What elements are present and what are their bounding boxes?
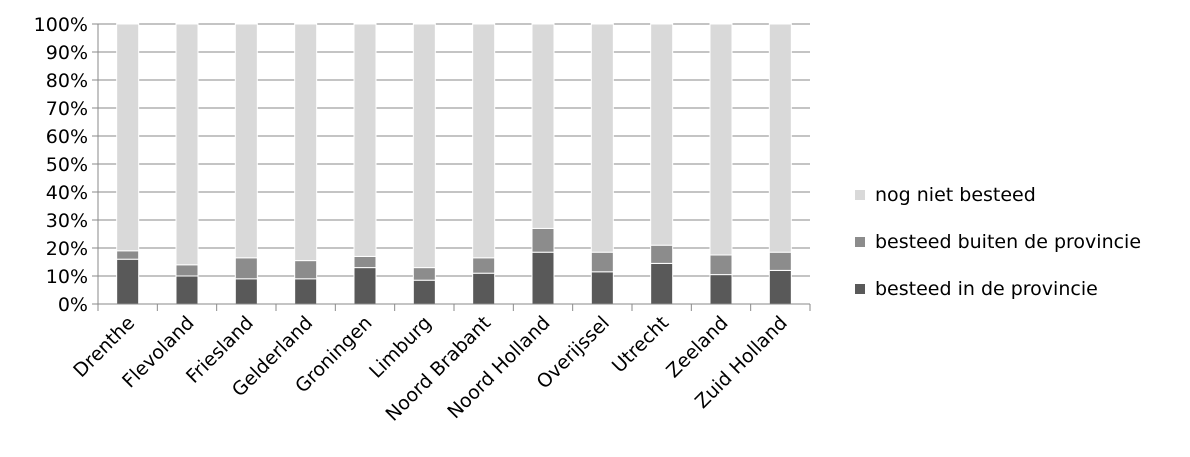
y-tick-label: 0% bbox=[58, 294, 88, 316]
bar-segment bbox=[769, 24, 791, 252]
bar-segment bbox=[710, 255, 732, 275]
legend-swatch bbox=[855, 237, 865, 247]
bar-segment bbox=[117, 251, 139, 259]
category-labels: DrentheFlevolandFrieslandGelderlandGroni… bbox=[69, 312, 792, 426]
x-category-label: Noord Brabant bbox=[382, 312, 496, 426]
gridlines bbox=[98, 24, 810, 276]
bar-segment bbox=[532, 252, 554, 304]
bar-segment bbox=[651, 24, 673, 245]
bar-segment bbox=[176, 265, 198, 276]
bar-segment bbox=[710, 275, 732, 304]
bar-segment bbox=[413, 280, 435, 304]
y-tick-label: 90% bbox=[46, 42, 88, 64]
bar-segment bbox=[473, 273, 495, 304]
y-tick-label: 30% bbox=[46, 210, 88, 232]
bar-segment bbox=[176, 276, 198, 304]
bar-segment bbox=[176, 24, 198, 265]
y-tick-label: 50% bbox=[46, 154, 88, 176]
bar-segment bbox=[235, 24, 257, 258]
bar-segment bbox=[769, 252, 791, 270]
y-tick-label: 60% bbox=[46, 126, 88, 148]
bar-segment bbox=[532, 228, 554, 252]
legend-swatch bbox=[855, 284, 865, 294]
y-tick-label: 80% bbox=[46, 70, 88, 92]
y-tick-label: 70% bbox=[46, 98, 88, 120]
bar-segment bbox=[354, 24, 376, 256]
bar-segment bbox=[591, 272, 613, 304]
bar-segment bbox=[710, 24, 732, 255]
legend: nog niet besteed besteed buiten de provin… bbox=[855, 184, 1141, 300]
bar-segment bbox=[591, 24, 613, 252]
bar-segment bbox=[117, 24, 139, 251]
bar-segment bbox=[769, 270, 791, 304]
bar-segment bbox=[591, 252, 613, 272]
bar-segment bbox=[235, 279, 257, 304]
y-tick-label: 100% bbox=[34, 14, 88, 36]
bar-segment bbox=[295, 279, 317, 304]
bar-segment bbox=[473, 24, 495, 258]
bar-segment bbox=[651, 245, 673, 263]
bar-segment bbox=[413, 268, 435, 281]
bar-segment bbox=[295, 261, 317, 279]
y-tick-label: 40% bbox=[46, 182, 88, 204]
bar-segment bbox=[413, 24, 435, 268]
bar-segment bbox=[354, 256, 376, 267]
legend-swatch bbox=[855, 190, 865, 200]
legend-label: besteed in de provincie bbox=[875, 278, 1098, 300]
legend-label: nog niet besteed bbox=[875, 184, 1036, 206]
axes bbox=[92, 24, 810, 311]
y-tick-label: 20% bbox=[46, 238, 88, 260]
bar-segment bbox=[532, 24, 554, 228]
bar-segment bbox=[354, 268, 376, 304]
y-tick-labels: 0% 10% 20% 30% 40% 50% 60% 70% 80% 90% 100% bbox=[34, 14, 88, 316]
bar-segment bbox=[295, 24, 317, 261]
y-tick-label: 10% bbox=[46, 266, 88, 288]
x-category-label: Noord Holland bbox=[443, 312, 554, 423]
bar-segment bbox=[651, 263, 673, 304]
legend-label: besteed buiten de provincie bbox=[875, 231, 1141, 253]
bar-segment bbox=[117, 259, 139, 304]
bar-segment bbox=[235, 258, 257, 279]
bar-segment bbox=[473, 258, 495, 273]
